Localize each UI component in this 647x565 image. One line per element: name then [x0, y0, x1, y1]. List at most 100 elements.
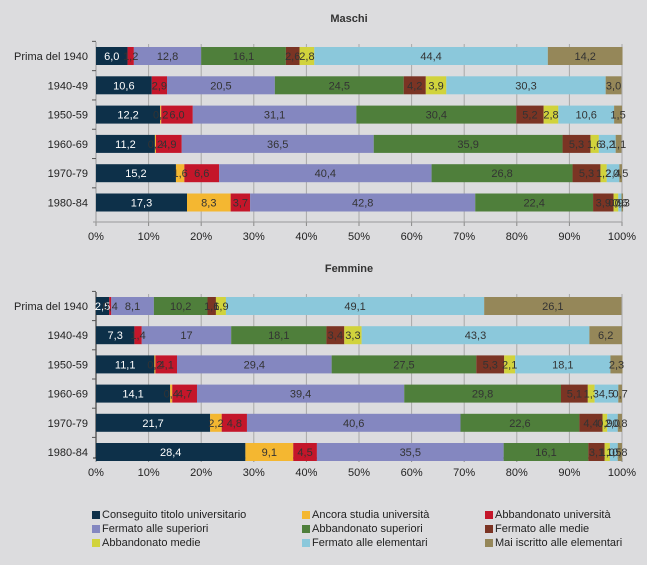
x-tick-label: 80%: [506, 231, 528, 243]
x-tick-label: 40%: [295, 231, 317, 243]
bar-segment: [609, 443, 618, 461]
data-label: 35,5: [400, 447, 421, 459]
bar-segment: [403, 76, 426, 95]
data-label: 2,8: [299, 51, 314, 63]
x-tick-label: 50%: [348, 467, 370, 479]
legend-label: Abbandonato superiori: [312, 523, 423, 535]
bar-segment: [96, 105, 161, 124]
category-label: 1940-49: [48, 80, 88, 92]
bar-segment: [618, 193, 622, 212]
data-label: 21,7: [142, 418, 163, 430]
bar-segment: [617, 413, 622, 432]
data-label: 1,9: [213, 301, 228, 313]
bar-segment: [154, 134, 156, 153]
bar-segment: [618, 384, 622, 403]
legend-item: Mai iscritto alle elementari: [485, 537, 622, 549]
bar-segment: [404, 384, 561, 403]
bar-segment: [602, 413, 608, 432]
data-label: 4,9: [161, 139, 176, 151]
data-label: 2,8: [543, 110, 558, 122]
data-label: 18,1: [268, 330, 289, 342]
category-label: 1970-79: [48, 168, 88, 180]
data-label: 8,1: [125, 301, 140, 313]
category-label: 1960-69: [48, 139, 88, 151]
bar-segment: [475, 193, 594, 212]
data-label: 4,7: [177, 389, 192, 401]
bar-segment: [605, 76, 622, 95]
data-label: 17,3: [131, 198, 152, 210]
bar-segment: [96, 384, 171, 403]
data-label: 3,0: [606, 80, 621, 92]
legend-item: Abbandonato medie: [92, 537, 200, 549]
data-label: 11,2: [115, 139, 136, 151]
bar-segment: [356, 105, 517, 124]
bar-segment: [344, 326, 362, 345]
bar-segment: [460, 413, 580, 432]
x-tick-label: 20%: [190, 231, 212, 243]
category-label: Prima del 1940: [14, 301, 88, 313]
category-label: 1980-84: [48, 198, 88, 210]
legend-label: Fermato alle elementari: [312, 537, 428, 549]
data-label: 2,0: [605, 418, 620, 430]
bar-segment: [141, 326, 232, 345]
bar-segment: [154, 355, 156, 374]
bar-segment: [503, 443, 589, 461]
bar-segment: [133, 47, 202, 65]
data-label: 2,9: [152, 80, 167, 92]
bar-segment: [96, 355, 155, 374]
data-label: 44,4: [420, 51, 441, 63]
bar-segment: [186, 193, 231, 212]
data-label: 10,6: [113, 80, 134, 92]
bar-segment: [207, 297, 216, 315]
bar-segment: [610, 355, 623, 374]
category-label: 1960-69: [48, 389, 88, 401]
bar-segment: [175, 164, 185, 183]
data-label: 6,0: [104, 51, 119, 63]
bar-segment: [153, 297, 208, 315]
x-tick-label: 90%: [558, 231, 580, 243]
data-label: 22,6: [509, 418, 530, 430]
bar-segment: [331, 355, 477, 374]
data-label: 12,2: [117, 110, 138, 122]
bar-segment: [96, 47, 128, 65]
bar-segment: [587, 384, 595, 403]
bar-segment: [111, 297, 154, 315]
bar-segment: [134, 326, 142, 345]
x-tick-label: 0%: [88, 231, 104, 243]
category-label: 1980-84: [48, 447, 88, 459]
category-label: 1940-49: [48, 330, 88, 342]
category-label: 1950-59: [48, 359, 88, 371]
data-label: 0,2: [147, 359, 162, 371]
category-label: 1970-79: [48, 418, 88, 430]
data-label: 20,5: [210, 80, 231, 92]
bar-segment: [161, 105, 193, 124]
data-label: 10,2: [170, 301, 191, 313]
bar-segment: [96, 326, 135, 345]
data-label: 1,3: [584, 389, 599, 401]
data-label: 1,2: [123, 51, 138, 63]
data-label: 29,4: [244, 359, 265, 371]
bar-segment: [96, 76, 152, 95]
data-label: 35,9: [457, 139, 478, 151]
chart-title: Maschi: [330, 13, 367, 25]
x-tick-label: 30%: [243, 231, 265, 243]
bar-segment: [245, 443, 294, 461]
legend-label: Fermato alle medie: [495, 523, 590, 535]
data-label: 4,8: [227, 418, 242, 430]
bar-segment: [600, 164, 607, 183]
bar-segment: [184, 164, 220, 183]
bar-segment: [250, 193, 476, 212]
data-label: 1,6: [173, 168, 188, 180]
data-label: 2,3: [609, 359, 624, 371]
data-label: 1,1: [611, 139, 626, 151]
bar-segment: [230, 193, 251, 212]
data-label: 18,1: [552, 359, 573, 371]
bar-segment: [201, 47, 286, 65]
data-label: 5,2: [522, 110, 537, 122]
legend-swatch: [92, 525, 100, 533]
bar-segment: [516, 105, 544, 124]
bar-segment: [96, 297, 110, 315]
data-label: 0,3: [615, 198, 630, 210]
data-label: 42,8: [352, 198, 373, 210]
data-label: 27,5: [393, 359, 414, 371]
